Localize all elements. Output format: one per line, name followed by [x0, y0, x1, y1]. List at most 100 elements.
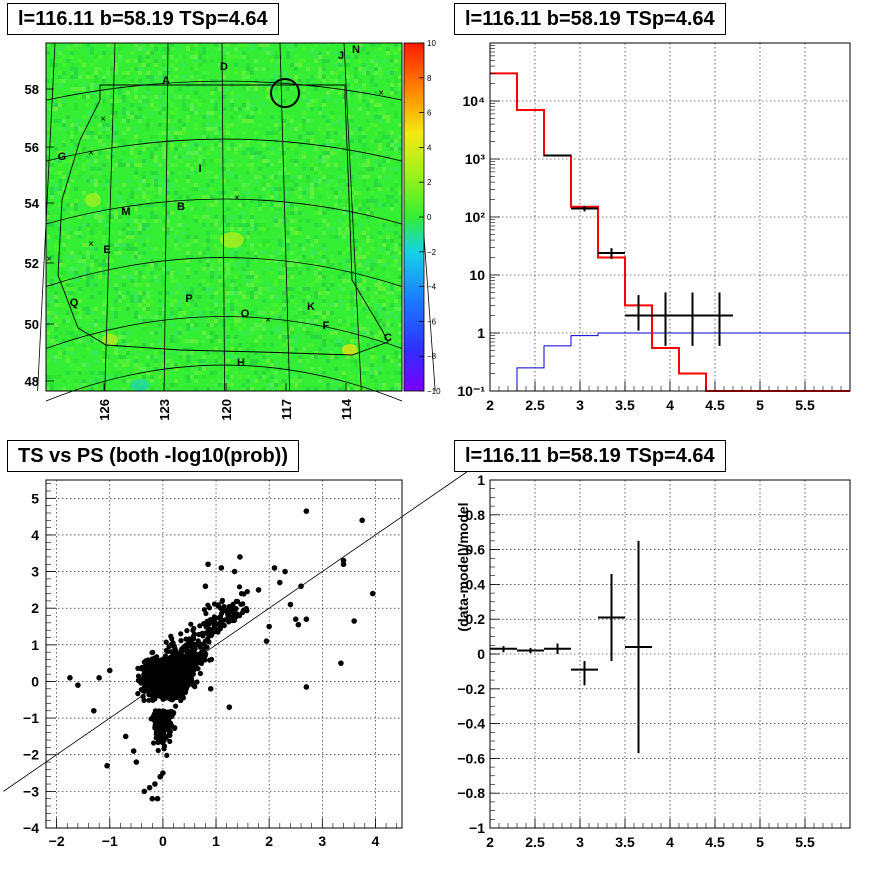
map-pixel	[54, 299, 58, 303]
map-pixel	[194, 219, 198, 223]
map-pixel	[286, 287, 290, 291]
map-pixel	[202, 99, 206, 103]
map-pixel	[306, 235, 310, 239]
x-tick-label: 2	[486, 397, 494, 413]
map-pixel	[74, 339, 78, 343]
map-pixel	[194, 271, 198, 275]
map-pixel	[362, 211, 366, 215]
map-pixel	[330, 175, 334, 179]
map-pixel	[286, 147, 290, 151]
map-pixel	[290, 179, 294, 183]
map-pixel	[146, 311, 150, 315]
map-pixel	[246, 227, 250, 231]
map-pixel	[358, 151, 362, 155]
map-pixel	[126, 343, 130, 347]
map-pixel	[234, 207, 238, 211]
map-pixel	[342, 123, 346, 127]
map-pixel	[318, 51, 322, 55]
map-pixel	[370, 339, 374, 343]
map-pixel	[202, 75, 206, 79]
map-pixel	[58, 159, 62, 163]
map-pixel	[246, 199, 250, 203]
map-pixel	[358, 279, 362, 283]
map-pixel	[202, 355, 206, 359]
map-pixel	[222, 231, 226, 235]
map-pixel	[194, 71, 198, 75]
map-pixel	[158, 291, 162, 295]
map-pixel	[398, 187, 402, 191]
map-pixel	[378, 183, 382, 187]
map-pixel	[118, 367, 122, 371]
map-pixel	[122, 107, 126, 111]
map-pixel	[226, 87, 230, 91]
map-pixel	[126, 359, 130, 363]
map-pixel	[74, 275, 78, 279]
map-pixel	[142, 143, 146, 147]
map-pixel	[318, 207, 322, 211]
map-pixel	[78, 287, 82, 291]
map-pixel	[234, 319, 238, 323]
map-pixel	[142, 275, 146, 279]
map-pixel	[386, 283, 390, 287]
map-pixel	[234, 47, 238, 51]
map-pixel	[126, 303, 130, 307]
map-pixel	[270, 343, 274, 347]
map-pixel	[194, 59, 198, 63]
map-pixel	[106, 215, 110, 219]
map-pixel	[394, 363, 398, 367]
map-pixel	[62, 119, 66, 123]
map-pixel	[154, 179, 158, 183]
map-pixel	[158, 219, 162, 223]
map-pixel	[362, 287, 366, 291]
map-pixel	[86, 215, 90, 219]
map-pixel	[398, 143, 402, 147]
map-pixel	[226, 159, 230, 163]
map-pixel	[394, 219, 398, 223]
map-pixel	[338, 287, 342, 291]
map-pixel	[366, 91, 370, 95]
map-pixel	[230, 259, 234, 263]
map-pixel	[246, 279, 250, 283]
map-pixel	[146, 147, 150, 151]
map-pixel	[226, 263, 230, 267]
map-pixel	[386, 319, 390, 323]
map-pixel	[74, 231, 78, 235]
map-pixel	[374, 107, 378, 111]
map-pixel	[262, 199, 266, 203]
map-pixel	[238, 147, 242, 151]
map-pixel	[190, 151, 194, 155]
map-pixel	[238, 375, 242, 379]
map-pixel	[282, 231, 286, 235]
map-pixel	[350, 175, 354, 179]
map-pixel	[382, 299, 386, 303]
map-pixel	[114, 243, 118, 247]
map-pixel	[338, 179, 342, 183]
map-pixel	[118, 239, 122, 243]
map-pixel	[314, 171, 318, 175]
map-pixel	[50, 223, 54, 227]
map-pixel	[78, 227, 82, 231]
map-pixel	[242, 107, 246, 111]
map-pixel	[274, 55, 278, 59]
map-pixel	[158, 299, 162, 303]
map-pixel	[322, 103, 326, 107]
map-pixel	[254, 339, 258, 343]
map-pixel	[394, 243, 398, 247]
map-pixel	[194, 151, 198, 155]
map-pixel	[270, 387, 274, 391]
map-pixel	[130, 343, 134, 347]
map-pixel	[182, 355, 186, 359]
map-pixel	[294, 183, 298, 187]
map-pixel	[358, 207, 362, 211]
map-pixel	[150, 103, 154, 107]
map-pixel	[286, 79, 290, 83]
map-pixel	[170, 311, 174, 315]
map-pixel	[246, 143, 250, 147]
map-pixel	[82, 87, 86, 91]
map-pixel	[394, 355, 398, 359]
map-pixel	[366, 71, 370, 75]
map-pixel	[354, 307, 358, 311]
scatter-point	[235, 598, 241, 605]
map-pixel	[214, 355, 218, 359]
